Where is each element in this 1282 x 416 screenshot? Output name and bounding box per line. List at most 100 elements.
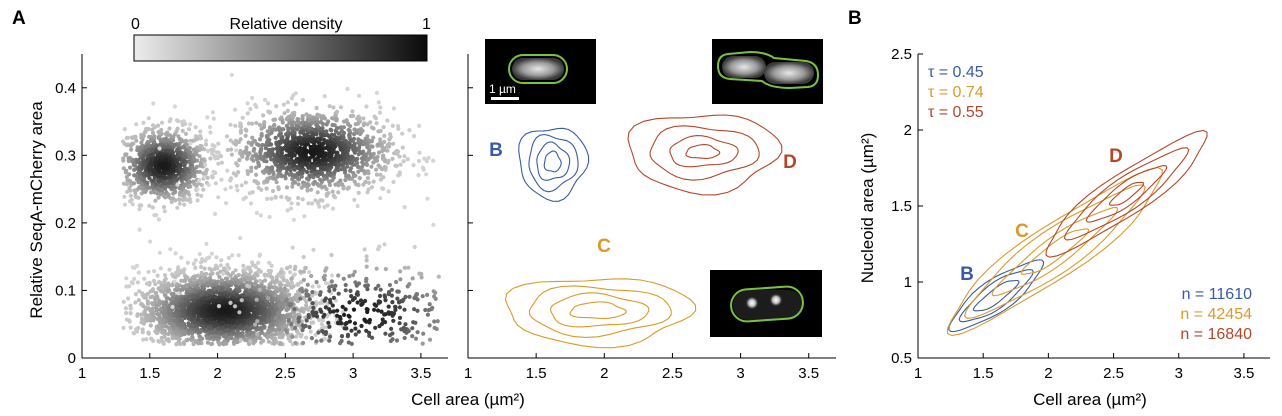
scatter-point bbox=[124, 168, 129, 173]
scatter-point bbox=[287, 172, 292, 177]
scatter-point bbox=[228, 178, 233, 183]
scatter-point bbox=[354, 283, 359, 288]
scatter-point bbox=[121, 181, 126, 186]
scatter-point bbox=[131, 160, 136, 165]
scatter-point bbox=[380, 186, 385, 191]
scatter-point bbox=[374, 90, 380, 96]
scatter-point bbox=[300, 116, 305, 121]
scatter-point bbox=[273, 194, 278, 199]
scatter-point bbox=[145, 180, 150, 185]
scatter-point bbox=[165, 171, 170, 176]
scatter-point bbox=[145, 127, 150, 132]
scatter-point bbox=[158, 266, 163, 271]
scatter-point bbox=[161, 193, 166, 199]
scatter-point bbox=[262, 332, 268, 337]
scatter-point bbox=[156, 323, 161, 329]
scatter-point bbox=[360, 128, 365, 133]
scatter-point bbox=[257, 287, 262, 292]
scatter-point bbox=[308, 329, 313, 334]
scatter-point bbox=[243, 127, 248, 132]
scatter-point bbox=[186, 127, 192, 132]
scatter-point bbox=[243, 195, 248, 200]
scatter-point bbox=[162, 280, 167, 285]
scatter-point bbox=[360, 301, 365, 306]
scatter-point bbox=[292, 113, 297, 118]
scatter-point bbox=[191, 147, 196, 152]
scatter-point bbox=[156, 217, 162, 222]
scatter-point bbox=[250, 190, 255, 195]
scatter-point bbox=[431, 222, 436, 227]
scatter-point bbox=[137, 171, 142, 176]
scatter-point bbox=[327, 134, 332, 139]
scatter-point bbox=[347, 319, 352, 324]
scatter-point bbox=[232, 313, 237, 318]
scatter-point bbox=[389, 326, 394, 331]
scatter-point bbox=[402, 328, 407, 334]
scatter-point bbox=[312, 179, 317, 184]
scatter-point bbox=[298, 269, 303, 274]
scatter-point bbox=[319, 338, 324, 343]
scatter-point bbox=[142, 276, 147, 281]
scatter-point bbox=[349, 144, 354, 149]
scatter-point bbox=[342, 154, 347, 159]
scatter-point bbox=[298, 135, 303, 140]
scatter-point bbox=[351, 272, 356, 278]
scatter-point bbox=[147, 153, 152, 158]
scatter-point bbox=[233, 173, 239, 178]
scatter-point bbox=[371, 135, 376, 140]
colorbar-max-label: 1 bbox=[422, 16, 431, 33]
scatter-point bbox=[318, 127, 323, 132]
scatter-point bbox=[390, 313, 395, 318]
scatter-point bbox=[385, 118, 390, 123]
scatter-point bbox=[238, 318, 243, 323]
x-tick-label: 2.5 bbox=[662, 365, 683, 382]
scatter-point bbox=[187, 145, 192, 151]
scatter-point bbox=[304, 299, 309, 304]
scatter-point bbox=[128, 165, 133, 170]
scatter-point bbox=[221, 334, 227, 339]
scatter-point bbox=[149, 159, 154, 164]
scatter-point bbox=[289, 280, 294, 285]
scatter-point bbox=[144, 281, 150, 286]
scatter-point bbox=[352, 141, 357, 146]
scatter-point bbox=[301, 269, 306, 274]
scatter-point bbox=[163, 276, 168, 281]
scatter-point bbox=[286, 281, 291, 286]
scatter-point bbox=[302, 214, 307, 219]
scatter-point bbox=[185, 275, 190, 280]
scatter-point bbox=[204, 138, 209, 143]
scatter-point bbox=[305, 118, 310, 123]
scatter-point bbox=[237, 310, 242, 315]
scatter-point bbox=[225, 328, 230, 333]
scatter-point bbox=[250, 121, 255, 126]
scatter-point bbox=[224, 201, 229, 206]
scatter-point bbox=[402, 307, 407, 312]
scatter-point bbox=[320, 317, 325, 323]
scatter-point bbox=[243, 267, 248, 272]
scatter-point bbox=[162, 283, 167, 288]
scatter-point bbox=[290, 334, 295, 339]
scatter-point bbox=[241, 263, 246, 268]
scatter-point bbox=[216, 285, 221, 290]
scatter-point bbox=[256, 143, 261, 148]
scatter-point bbox=[213, 181, 218, 186]
scatter-point bbox=[303, 143, 308, 148]
scatter-point bbox=[125, 189, 130, 194]
panel-a-left-axes: 1 1.5 2 2.5 3 3.500.10.20.30.4 bbox=[55, 54, 448, 382]
scatter-point bbox=[252, 281, 257, 286]
scatter-point bbox=[132, 331, 137, 336]
scatter-point bbox=[225, 276, 230, 281]
scatter-point bbox=[156, 195, 161, 200]
scatter-point bbox=[314, 105, 319, 111]
scatter-point bbox=[410, 334, 415, 339]
scatter-point bbox=[142, 178, 147, 183]
scatter-point bbox=[379, 309, 384, 314]
scatter-point bbox=[172, 279, 177, 284]
scatter-point bbox=[299, 174, 304, 179]
scatter-point bbox=[220, 316, 225, 321]
scatter-point bbox=[150, 143, 155, 148]
scatter-point bbox=[388, 134, 393, 140]
scatter-point bbox=[284, 330, 289, 335]
scatter-point bbox=[238, 121, 243, 126]
scatter-point bbox=[314, 280, 319, 285]
